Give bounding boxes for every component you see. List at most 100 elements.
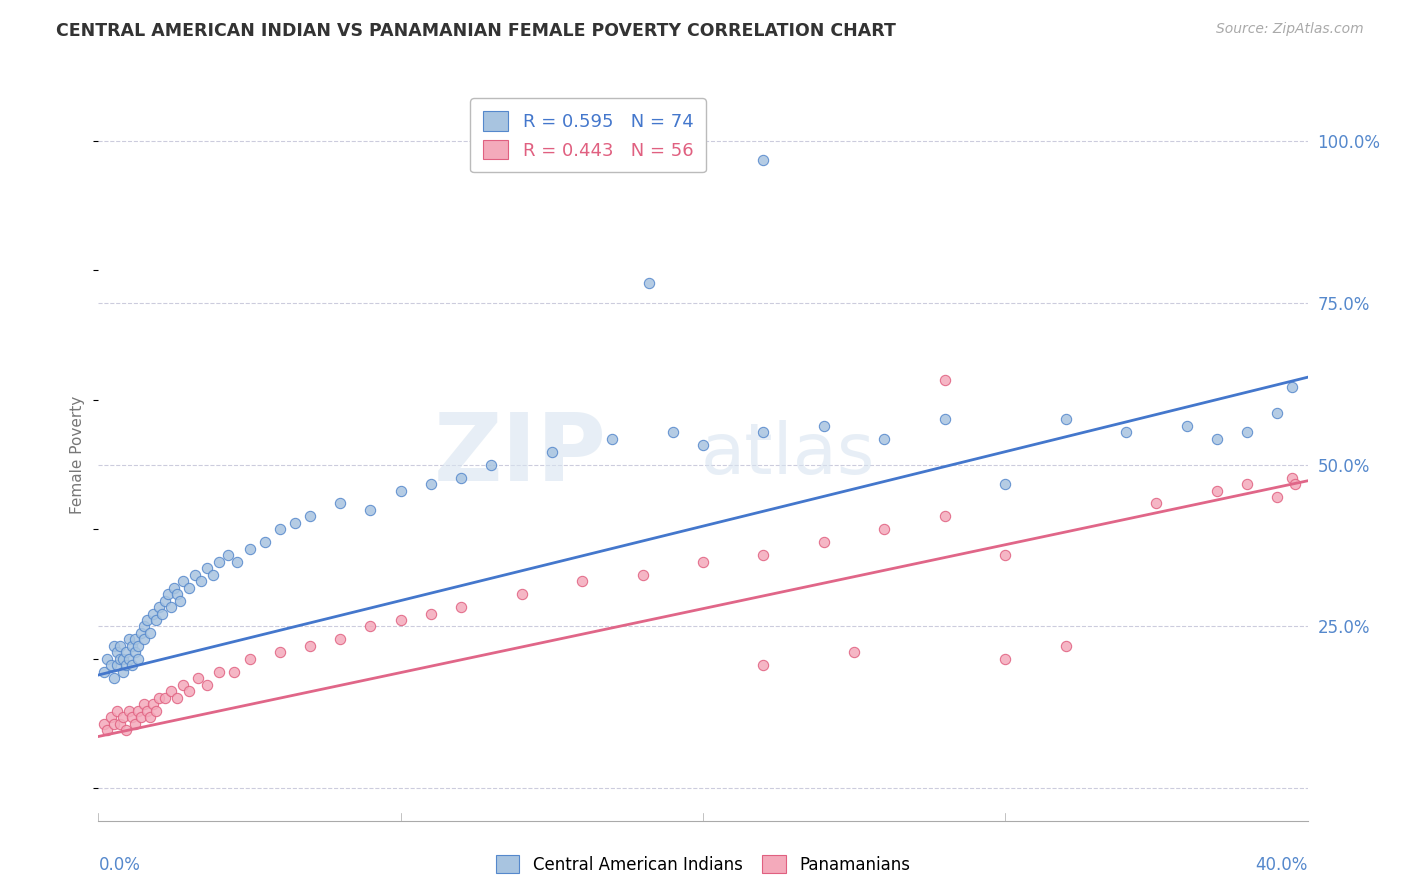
Point (224, 665, 246, 679)
Point (269, 645, 291, 659)
Point (420, 607, 443, 621)
Point (360, 619, 382, 633)
Point (571, 574, 593, 589)
Point (169, 593, 191, 607)
Point (1267, 490, 1289, 504)
Point (329, 632, 352, 647)
Point (166, 690, 188, 705)
Point (602, 432, 624, 446)
Point (135, 704, 157, 718)
Point (121, 710, 143, 724)
Point (994, 652, 1017, 666)
Point (172, 574, 194, 589)
Point (813, 535, 835, 549)
Point (108, 716, 131, 731)
Point (752, 153, 775, 168)
Point (1054, 639, 1077, 653)
Point (994, 548, 1017, 562)
Point (253, 535, 276, 549)
Point (934, 509, 956, 524)
Point (269, 522, 291, 536)
Text: atlas: atlas (700, 420, 875, 490)
Point (103, 671, 125, 685)
Point (360, 503, 382, 517)
Point (1115, 425, 1137, 440)
Point (389, 613, 412, 627)
Point (179, 581, 201, 595)
Point (129, 710, 152, 724)
Point (420, 477, 443, 491)
Text: ZIP: ZIP (433, 409, 606, 501)
Point (103, 716, 125, 731)
Point (934, 374, 956, 388)
Point (127, 704, 149, 718)
Point (163, 581, 186, 595)
Point (135, 613, 157, 627)
Point (121, 639, 143, 653)
Point (844, 645, 866, 659)
Text: Source: ZipAtlas.com: Source: ZipAtlas.com (1216, 22, 1364, 37)
Point (129, 626, 152, 640)
Point (132, 632, 155, 647)
Point (662, 425, 685, 440)
Point (934, 412, 956, 426)
Point (1206, 432, 1229, 446)
Point (1175, 418, 1198, 433)
Point (160, 684, 183, 698)
Point (118, 704, 141, 718)
Point (93, 665, 115, 679)
Point (105, 645, 128, 659)
Point (96, 652, 118, 666)
Text: 0.0%: 0.0% (98, 855, 141, 873)
Point (150, 607, 173, 621)
Point (299, 639, 322, 653)
Point (329, 496, 352, 510)
Point (148, 690, 170, 705)
Point (450, 470, 472, 484)
Point (124, 632, 146, 647)
Point (105, 704, 128, 718)
Point (208, 665, 231, 679)
Point (127, 652, 149, 666)
Point (1281, 380, 1303, 394)
Point (111, 710, 134, 724)
Point (108, 639, 131, 653)
Point (1281, 470, 1303, 484)
Point (105, 658, 128, 673)
Point (637, 277, 659, 291)
Point (145, 613, 167, 627)
Point (510, 587, 533, 601)
Point (631, 567, 654, 582)
Point (1284, 477, 1306, 491)
Point (195, 678, 218, 692)
Y-axis label: Female Poverty: Female Poverty (70, 396, 86, 514)
Point (540, 444, 562, 458)
Point (132, 619, 155, 633)
Point (96, 723, 118, 737)
Point (752, 425, 775, 440)
Point (239, 652, 262, 666)
Point (752, 548, 775, 562)
Point (160, 600, 183, 615)
Point (284, 516, 307, 530)
Point (153, 593, 176, 607)
Legend: R = 0.595   N = 74, R = 0.443   N = 56: R = 0.595 N = 74, R = 0.443 N = 56 (470, 98, 706, 172)
Point (1054, 412, 1077, 426)
Point (142, 607, 165, 621)
Point (873, 432, 896, 446)
Point (100, 658, 122, 673)
Point (187, 671, 209, 685)
Point (481, 458, 503, 472)
Point (100, 710, 122, 724)
Point (190, 574, 212, 589)
Point (752, 658, 775, 673)
Point (111, 665, 134, 679)
Point (142, 697, 165, 711)
Legend: Central American Indians, Panamanians: Central American Indians, Panamanians (486, 845, 920, 884)
Point (139, 626, 162, 640)
Point (217, 548, 239, 562)
Point (1144, 496, 1167, 510)
Point (127, 639, 149, 653)
Point (139, 710, 162, 724)
Point (114, 723, 136, 737)
